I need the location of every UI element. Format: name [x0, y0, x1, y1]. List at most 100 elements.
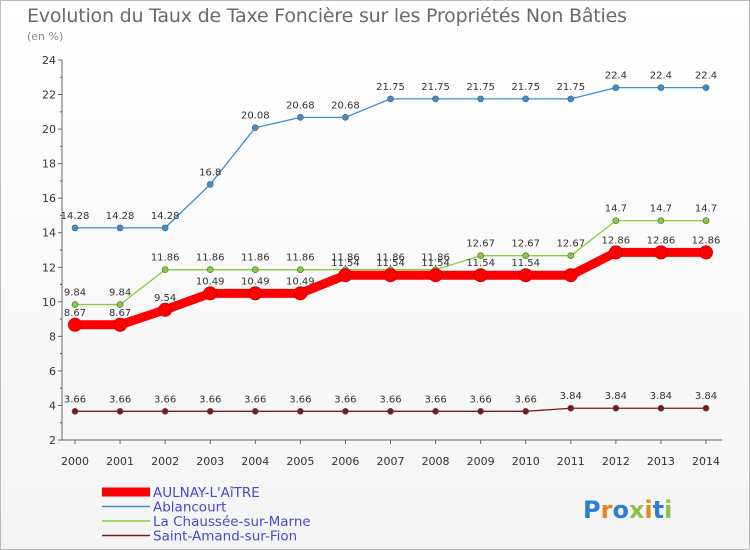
data-point — [116, 301, 124, 308]
data-point — [297, 266, 304, 273]
data-label: 10.49 — [241, 276, 270, 287]
data-label: 3.66 — [289, 394, 311, 405]
data-point — [702, 84, 710, 91]
data-label: 21.75 — [556, 82, 585, 93]
data-label: 11.86 — [241, 253, 270, 264]
logo-letter: r — [601, 496, 613, 524]
y-tick-label: 2 — [49, 434, 56, 447]
logo-letter: i — [644, 496, 652, 524]
data-point — [161, 408, 169, 415]
data-point — [293, 286, 308, 301]
data-label: 3.84 — [560, 391, 582, 402]
data-label: 8.67 — [64, 308, 86, 319]
data-point — [158, 302, 173, 317]
data-label: 16.8 — [199, 167, 221, 178]
y-tick-label: 8 — [49, 330, 56, 343]
data-label: 9.54 — [154, 293, 176, 304]
data-point — [387, 95, 394, 103]
data-label: 9.84 — [64, 288, 86, 299]
data-point — [206, 266, 214, 273]
data-label: 11.86 — [151, 253, 180, 264]
data-point — [71, 224, 79, 232]
x-tick-label: 2000 — [61, 455, 89, 468]
data-point — [338, 268, 353, 283]
x-tick-label: 2002 — [151, 455, 179, 468]
data-label: 12.67 — [466, 239, 495, 250]
data-point — [432, 95, 439, 103]
data-label: 12.86 — [692, 235, 721, 246]
logo-letter: o — [612, 496, 629, 524]
y-tick-label: 22 — [42, 89, 56, 102]
data-label: 14.28 — [106, 211, 135, 222]
x-tick-label: 2001 — [106, 455, 134, 468]
x-tick-label: 2012 — [602, 455, 630, 468]
data-label: 3.66 — [64, 394, 86, 405]
data-point — [251, 124, 259, 132]
data-point — [251, 266, 259, 273]
data-label: 3.66 — [379, 394, 401, 405]
data-label: 10.49 — [196, 276, 225, 287]
y-tick-label: 24 — [42, 54, 56, 67]
series-layer — [68, 84, 713, 415]
data-label: 14.28 — [61, 211, 90, 222]
data-label: 8.67 — [109, 308, 131, 319]
data-point — [383, 268, 398, 283]
logo-letter: i — [664, 496, 672, 524]
series-0 — [68, 245, 713, 332]
data-point — [657, 84, 665, 91]
data-point — [477, 408, 484, 415]
data-point — [567, 95, 575, 103]
data-label: 21.75 — [376, 82, 405, 93]
data-point — [248, 286, 263, 301]
y-tick-label: 18 — [42, 158, 56, 171]
data-point — [206, 408, 214, 415]
x-tick-label: 2003 — [196, 455, 224, 468]
data-point — [522, 95, 530, 103]
data-label: 14.28 — [151, 211, 180, 222]
data-label: 22.4 — [605, 71, 627, 82]
data-point — [567, 252, 575, 259]
data-point — [522, 252, 530, 259]
data-point — [612, 84, 620, 91]
data-point — [702, 404, 710, 412]
data-point — [563, 268, 578, 283]
data-point — [113, 317, 128, 332]
data-point — [71, 301, 79, 308]
data-label: 3.84 — [695, 391, 717, 402]
data-label: 14.7 — [650, 204, 672, 215]
data-label: 3.84 — [650, 391, 672, 402]
data-point — [116, 408, 124, 415]
data-label: 11.54 — [331, 258, 360, 269]
data-label: 3.66 — [199, 394, 221, 405]
data-point — [342, 114, 349, 121]
data-point — [518, 268, 533, 283]
data-point — [567, 404, 575, 412]
data-label: 3.66 — [109, 394, 131, 405]
data-label: 10.49 — [286, 276, 315, 287]
data-labels-layer: 14.28 14.28 14.28 16.8 20.08 20.68 20.68 21.75 2… — [61, 71, 721, 406]
data-point — [699, 245, 713, 260]
data-point — [206, 181, 214, 188]
data-label: 12.86 — [647, 235, 676, 246]
data-label: 12.67 — [511, 239, 540, 250]
data-point — [653, 245, 668, 260]
legend-label: Saint-Amand-sur-Fion — [153, 529, 297, 545]
y-tick-label: 14 — [42, 227, 56, 240]
x-tick-label: 2005 — [286, 455, 314, 468]
logo-letter: t — [653, 496, 664, 524]
data-label: 3.84 — [605, 391, 627, 402]
data-label: 20.68 — [331, 100, 360, 111]
data-label: 20.08 — [241, 111, 270, 122]
x-tick-label: 2006 — [331, 455, 359, 468]
data-point — [477, 95, 484, 103]
data-point — [522, 408, 530, 415]
data-point — [203, 286, 218, 301]
data-point — [297, 114, 304, 121]
data-label: 11.54 — [511, 258, 540, 269]
data-point — [612, 404, 620, 412]
logo-text: Proxiti — [583, 496, 672, 524]
data-point — [297, 408, 304, 415]
data-point — [702, 217, 710, 224]
data-point — [477, 252, 484, 259]
